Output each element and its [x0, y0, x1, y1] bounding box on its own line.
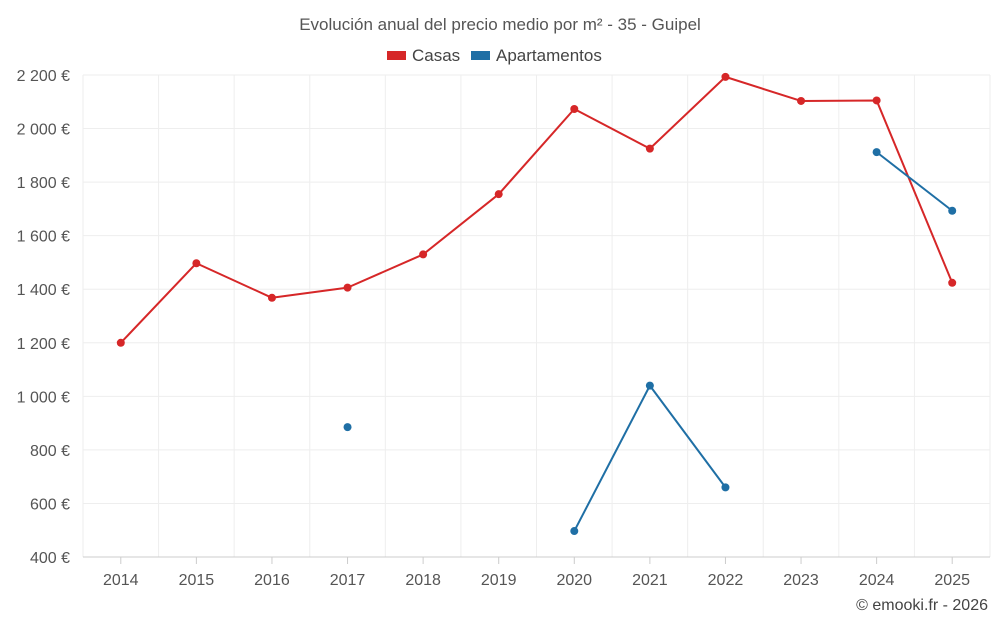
data-point — [721, 72, 730, 81]
data-point — [192, 259, 201, 268]
legend-swatch — [471, 51, 490, 60]
credit-text: © emooki.fr - 2026 — [856, 597, 988, 614]
y-tick-label: 1 800 € — [17, 175, 70, 192]
y-tick-label: 1 400 € — [17, 282, 70, 299]
y-tick-label: 1 600 € — [17, 229, 70, 246]
data-point — [343, 283, 352, 292]
x-tick-label: 2017 — [330, 572, 366, 589]
x-tick-label: 2018 — [405, 572, 441, 589]
data-point — [116, 338, 125, 347]
series-line — [573, 384, 727, 532]
grid — [82, 74, 991, 557]
data-point — [721, 483, 730, 492]
x-tick-label: 2022 — [708, 572, 744, 589]
y-tick-label: 1 000 € — [17, 389, 70, 406]
y-tick-label: 600 € — [30, 496, 70, 513]
y-tick-label: 400 € — [30, 550, 70, 567]
data-point — [948, 206, 957, 215]
x-tick-label: 2023 — [783, 572, 819, 589]
data-point — [872, 96, 881, 105]
data-point — [267, 293, 276, 302]
data-point — [570, 527, 579, 536]
legend-item-casas: Casas — [387, 46, 460, 65]
series-layer — [116, 72, 957, 536]
data-point — [570, 105, 579, 114]
y-tick-label: 800 € — [30, 443, 70, 460]
data-point — [645, 381, 654, 390]
y-tick-label: 1 200 € — [17, 336, 70, 353]
x-tick-label: 2015 — [179, 572, 215, 589]
axes: 400 € 600 € 800 € 1 000 € 1 200 € 1 400 € 1 60… — [17, 68, 990, 589]
y-tick-label: 2 000 € — [17, 122, 70, 139]
series-apartamentos — [343, 148, 957, 536]
x-tick-label: 2019 — [481, 572, 517, 589]
legend-item-apartamentos: Apartamentos — [471, 46, 602, 65]
x-tick-label: 2021 — [632, 572, 668, 589]
chart-title: Evolución anual del precio medio por m² … — [299, 15, 701, 34]
legend-swatch — [387, 51, 406, 60]
data-point — [494, 190, 503, 199]
legend: Casas Apartamentos — [387, 46, 602, 65]
legend-label: Apartamentos — [496, 46, 602, 65]
data-point — [872, 148, 881, 157]
x-tick-label: 2025 — [934, 572, 970, 589]
legend-label: Casas — [412, 46, 460, 65]
data-point — [343, 423, 352, 432]
series-line — [876, 151, 953, 212]
data-point — [419, 250, 428, 259]
series-line — [120, 75, 954, 344]
series-casas — [116, 72, 957, 347]
x-tick-label: 2020 — [556, 572, 592, 589]
data-point — [797, 96, 806, 105]
data-point — [645, 144, 654, 153]
x-tick-label: 2016 — [254, 572, 290, 589]
x-tick-label: 2024 — [859, 572, 895, 589]
y-tick-label: 2 200 € — [17, 68, 70, 85]
data-point — [948, 278, 957, 287]
x-tick-label: 2014 — [103, 572, 139, 589]
